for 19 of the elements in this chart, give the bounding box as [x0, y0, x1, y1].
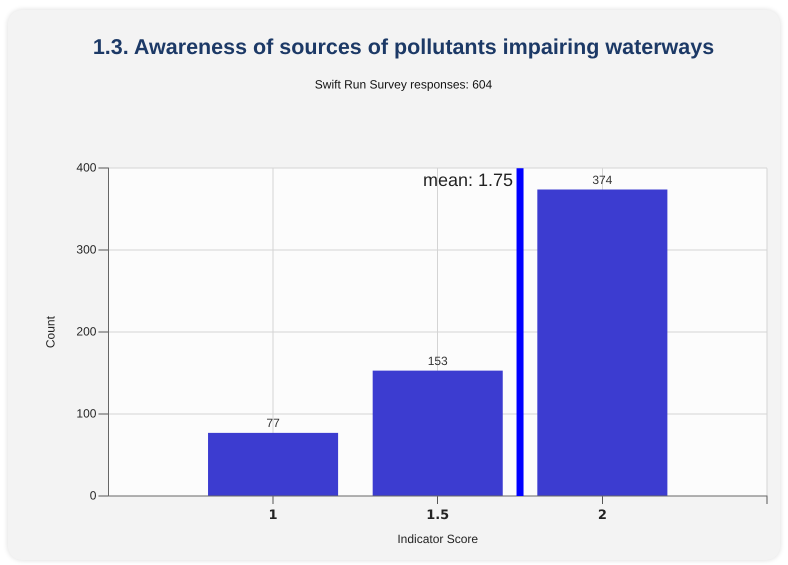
data-label: 77	[266, 416, 280, 430]
x-axis-title: Indicator Score	[397, 532, 478, 546]
bar	[372, 370, 503, 496]
chart-subtitle: Swift Run Survey responses: 604	[314, 77, 493, 92]
x-tick-label: 2	[598, 508, 607, 524]
y-tick-label: 100	[76, 406, 97, 420]
y-axis-title: Count	[44, 315, 58, 348]
bar	[208, 432, 338, 496]
y-tick-label: 400	[76, 160, 97, 175]
chart-title: 1.3. Awareness of sources of pollutants impairing waterways	[92, 34, 714, 59]
x-tick-label: 1.5	[426, 508, 450, 524]
y-tick-label: 300	[76, 242, 97, 256]
y-tick-label: 200	[76, 324, 97, 338]
bar	[537, 190, 668, 496]
data-label: 153	[428, 354, 448, 368]
y-tick-label: 0	[90, 488, 97, 502]
ref-line-label: mean: 1.75	[422, 170, 514, 190]
data-label: 374	[592, 172, 613, 187]
x-tick-label: 1	[268, 508, 278, 524]
